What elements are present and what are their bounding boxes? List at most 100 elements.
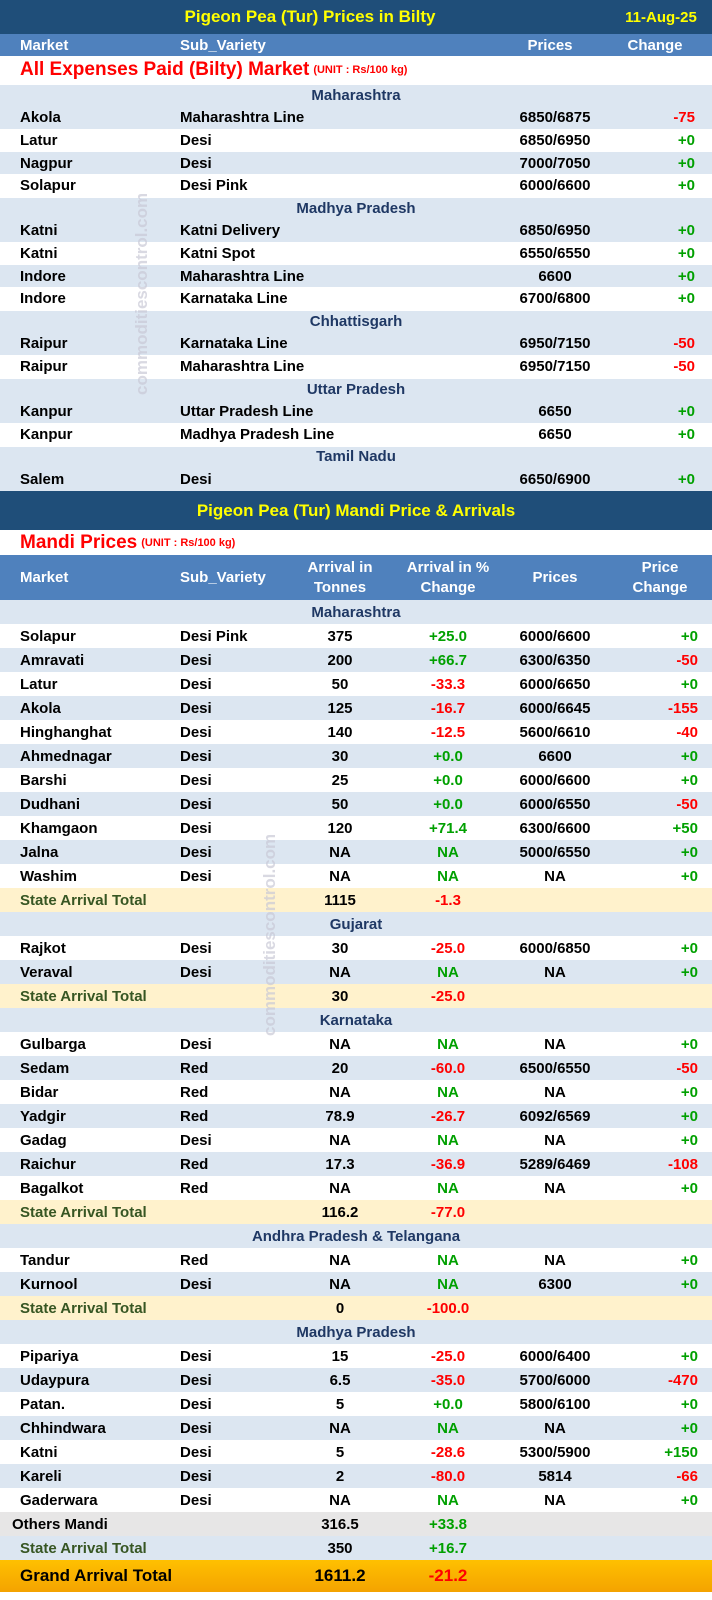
price-change: +0: [680, 627, 698, 645]
price: NA: [544, 1131, 566, 1149]
price: 5300/5900: [519, 1443, 591, 1461]
sub-variety: Red: [180, 1059, 209, 1077]
price: 5000/6550: [519, 843, 591, 861]
table-row: [0, 242, 712, 265]
arrival: 25: [331, 771, 349, 789]
change: +0: [677, 177, 695, 195]
table-row: [0, 1464, 712, 1488]
unit-note: (UNIT : Rs/100 kg): [313, 64, 408, 76]
arrival: 20: [331, 1059, 349, 1077]
price-change: +0: [680, 963, 698, 981]
market: Latur: [20, 131, 58, 149]
price: 6700/6800: [519, 290, 591, 308]
sub-variety: Desi: [180, 1395, 212, 1413]
arrival-change: NA: [437, 1491, 459, 1509]
table-row: [0, 423, 712, 446]
arrival: 78.9: [325, 1107, 355, 1125]
arrival: 50: [331, 795, 349, 813]
price-change: -40: [676, 723, 698, 741]
table-row: [0, 1272, 712, 1296]
state-row: [0, 1008, 712, 1032]
price-change: +0: [680, 675, 698, 693]
table-row: [0, 264, 712, 288]
market: Gaderwara: [20, 1491, 98, 1509]
sub-variety: Desi: [180, 470, 212, 488]
column-header: [0, 34, 712, 56]
price: 6300/6600: [519, 819, 591, 837]
state-row: [0, 84, 712, 107]
state-name: Chhattisgarh: [309, 312, 403, 330]
arrival-change: NA: [437, 1419, 459, 1437]
price: 6000/6650: [519, 675, 591, 693]
watermark: commoditiescontrol.com: [132, 192, 151, 396]
state-row: [0, 1320, 712, 1344]
sub-variety: Red: [180, 1251, 209, 1269]
arrival: NA: [329, 1131, 351, 1149]
arrival-change: NA: [437, 1131, 459, 1149]
state-name: Gujarat: [329, 915, 383, 933]
change: -50: [673, 357, 695, 375]
sub-variety: Madhya Pradesh Line: [180, 425, 335, 443]
market: Bagalkot: [20, 1179, 84, 1197]
table-row: [0, 816, 712, 840]
state-row: [0, 600, 712, 624]
section-heading: All Expenses Paid (Bilty) Market (UNIT : …: [20, 56, 620, 84]
arrival: 15: [331, 1347, 349, 1365]
arrival-change: -80.0: [430, 1467, 466, 1485]
table-row: [0, 1488, 712, 1512]
sub-variety: Desi: [180, 1443, 212, 1461]
grand-total-arrival: 1611.2: [314, 1566, 366, 1585]
market: Ahmednagar: [20, 747, 112, 765]
price-change: +0: [680, 1491, 698, 1509]
state-name: Tamil Nadu: [316, 448, 396, 466]
price: 6000/6550: [519, 795, 591, 813]
price: 5814: [538, 1467, 572, 1485]
total-change: -100.0: [426, 1299, 470, 1317]
arrival: NA: [329, 843, 351, 861]
arrival-change: -25.0: [430, 1347, 466, 1365]
section-heading: Mandi Prices (UNIT : Rs/100 kg): [20, 530, 620, 555]
total-label: State Arrival Total: [20, 987, 147, 1005]
column-label: Price Change: [632, 558, 688, 596]
price-change: +0: [680, 747, 698, 765]
table-row: [0, 936, 712, 960]
sub-variety: Maharashtra Line: [180, 109, 305, 127]
table-row: [0, 1056, 712, 1080]
column-label: Change: [627, 36, 683, 54]
market: Pipariya: [20, 1347, 79, 1365]
price: 6500/6550: [519, 1059, 591, 1077]
state-name: Madhya Pradesh: [296, 1323, 416, 1341]
section-title: Mandi Prices: [20, 531, 138, 553]
arrival: 5: [335, 1443, 345, 1461]
price-change: +0: [680, 1419, 698, 1437]
arrival: NA: [329, 1275, 351, 1293]
table-row: [0, 744, 712, 768]
market: Solapur: [20, 627, 76, 645]
market: Raipur: [20, 335, 68, 353]
arrival-change: +0.0: [433, 1395, 463, 1413]
column-label: Prices: [527, 36, 573, 54]
arrival-change: -16.7: [430, 699, 466, 717]
market: Bidar: [20, 1083, 59, 1101]
market: Sedam: [20, 1059, 70, 1077]
sub-variety: Desi: [180, 699, 212, 717]
arrival-change: -35.0: [430, 1371, 466, 1389]
market: Katni: [20, 1443, 58, 1461]
market: Akola: [20, 699, 61, 717]
price-change: +50: [672, 819, 698, 837]
table-row: [0, 1392, 712, 1416]
total-label: Others Mandi: [12, 1515, 108, 1533]
table-row: [0, 840, 712, 864]
sub-variety: Desi: [180, 1491, 212, 1509]
total-change: +16.7: [429, 1539, 467, 1557]
title-bar: [0, 491, 712, 530]
price: NA: [544, 1083, 566, 1101]
price: 6000/6600: [519, 627, 591, 645]
price-change: +0: [680, 1131, 698, 1149]
price: 5289/6469: [519, 1155, 591, 1173]
market: Akola: [20, 109, 61, 127]
sub-variety: Desi: [180, 675, 212, 693]
table-row: [0, 1416, 712, 1440]
market: Chhindwara: [20, 1419, 106, 1437]
state-name: Karnataka: [319, 1011, 393, 1029]
